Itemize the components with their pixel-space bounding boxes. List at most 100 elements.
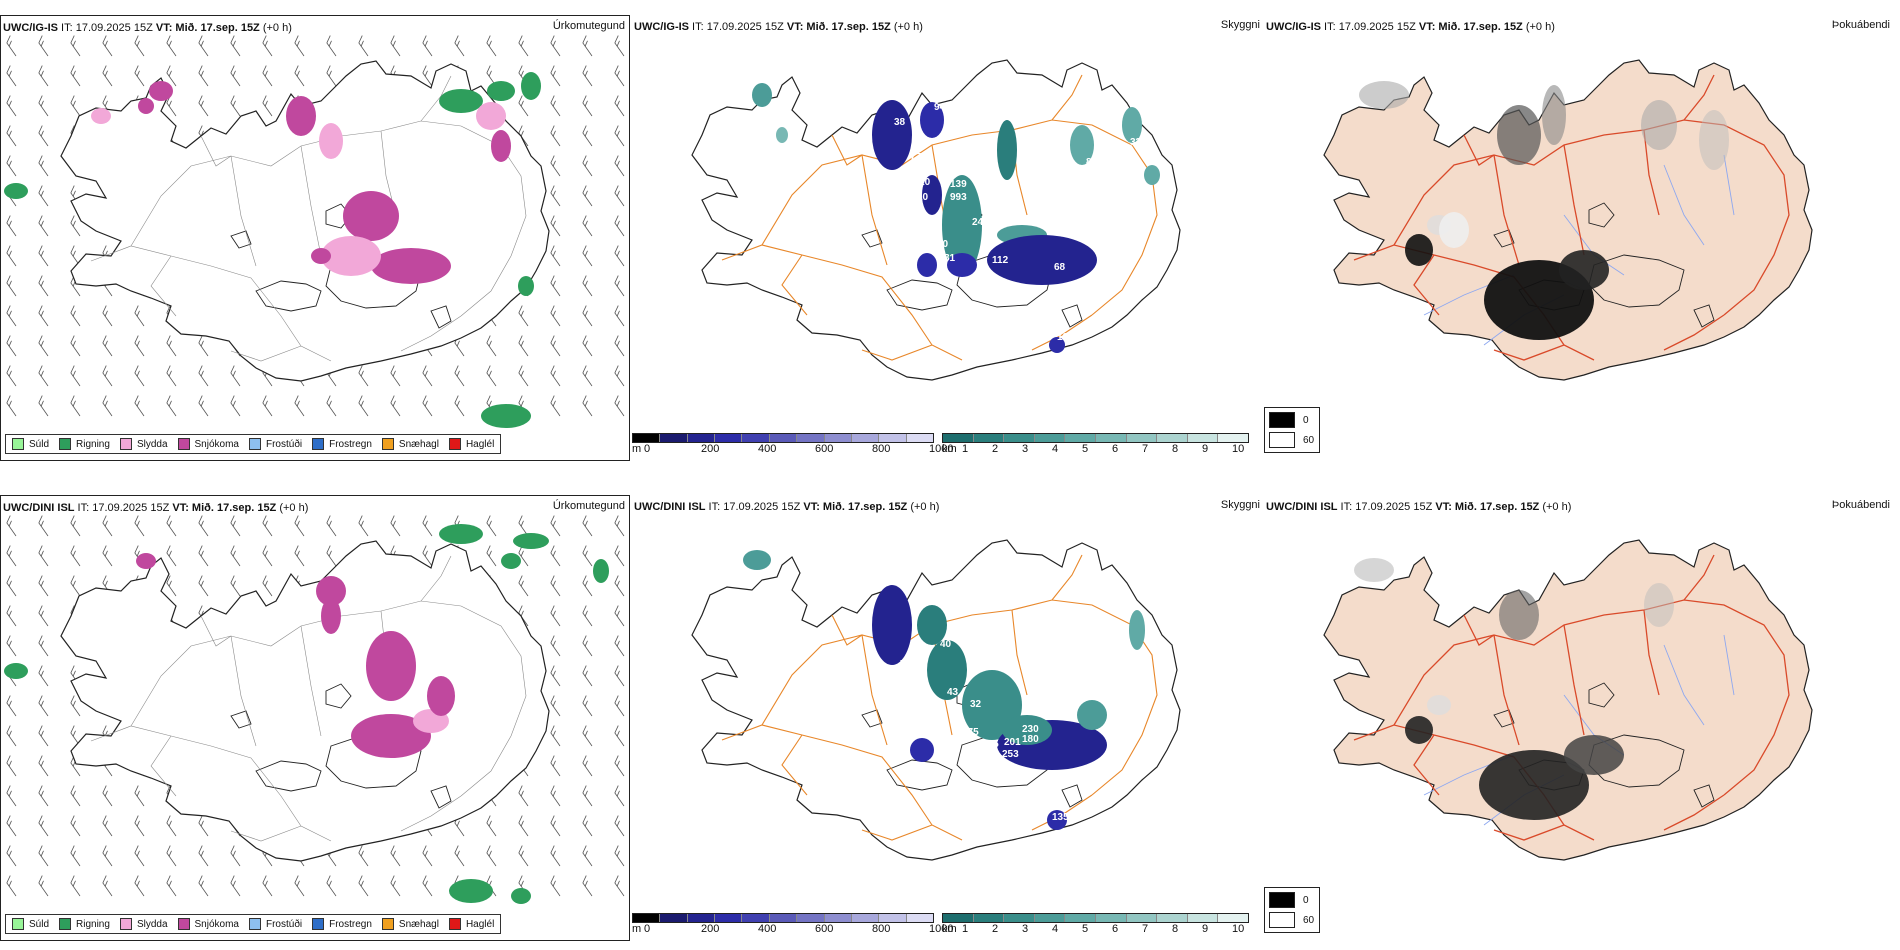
colorbar-bin xyxy=(769,434,798,442)
panel-title: Skyggni xyxy=(1220,499,1260,511)
ceiling-value-label: 180 xyxy=(1022,734,1039,745)
legend-label: Snæhagl xyxy=(398,438,439,450)
iceland-coastline xyxy=(60,540,550,862)
ceiling-colorbar-2: m 0 200 400 600 800 1000 xyxy=(632,913,953,937)
legend-item: Snjókoma xyxy=(177,918,239,930)
colorbar-tick: 5 xyxy=(1082,923,1089,935)
legend-label: Snjókoma xyxy=(194,438,239,450)
ceiling-value-label: 77 xyxy=(744,82,756,93)
colorbar-bin xyxy=(1034,914,1066,922)
colorbar-tick: 4 xyxy=(1052,443,1059,455)
colorbar-tick: 8 xyxy=(1172,443,1179,455)
colorbar-bin xyxy=(1004,434,1035,442)
colorbar-bin xyxy=(715,914,743,922)
legend-label: Súld xyxy=(29,438,50,450)
legend-label: Snjókoma xyxy=(194,918,239,930)
legend-item: Rigning xyxy=(59,918,110,930)
fog-map-2 xyxy=(1323,539,1813,861)
fog-legend-swatch xyxy=(1269,432,1295,448)
ceiling-value-label: 84 xyxy=(1112,735,1124,746)
colorbar-unit: m xyxy=(632,923,642,935)
ceiling-value-label: 275 xyxy=(962,727,979,738)
ceiling-value-label: 993 xyxy=(950,192,967,203)
colorbar-tick: 1000 xyxy=(929,443,954,455)
legend-item: Snjókoma xyxy=(177,438,239,450)
colorbar-bin xyxy=(943,914,974,922)
colorbar-tick: 9 xyxy=(1202,923,1209,935)
colorbar-scale xyxy=(632,433,934,443)
colorbar-tick: 10 xyxy=(1232,923,1245,935)
panel-header: UWC/IG-IS IT: 17.09.2025 15Z VT: Mið. 17… xyxy=(634,21,1260,33)
legend-item: Frostúði xyxy=(248,918,303,930)
colorbar-unit: km xyxy=(942,443,957,455)
legend-item: Rigning xyxy=(59,438,110,450)
colorbar-bin xyxy=(797,914,825,922)
colorbar-bin xyxy=(1126,914,1158,922)
fog-legend-item: 0 xyxy=(1269,892,1309,908)
colorbar-bin xyxy=(1218,434,1248,442)
colorbar-bin xyxy=(1065,914,1096,922)
init-time: IT: 17.09.2025 15Z xyxy=(1337,501,1436,513)
colorbar-tick: 2 xyxy=(992,443,999,455)
colorbar-tick: 0 xyxy=(644,443,651,455)
colorbar-tick: 800 xyxy=(872,443,891,455)
ceiling-value-label: 201 xyxy=(1004,737,1021,748)
ceiling-value-label: 139 xyxy=(950,179,967,190)
colorbar-bin xyxy=(1004,914,1035,922)
fog-legend-swatch xyxy=(1269,412,1295,428)
legend-swatch xyxy=(59,918,72,930)
colorbar-bin xyxy=(973,434,1005,442)
ceiling-value-label: 40 xyxy=(940,639,952,650)
ceiling-value-label: 65 xyxy=(1112,265,1124,276)
legend-label: Frostúði xyxy=(265,918,303,930)
fog-legend-swatch xyxy=(1269,892,1295,908)
legend-swatch xyxy=(12,438,24,450)
ceiling-value-label: 112 xyxy=(992,255,1009,266)
colorbar-tick: 800 xyxy=(872,923,891,935)
ceiling-value-label: 102 xyxy=(894,729,911,740)
legend-item: Frostregn xyxy=(312,918,372,930)
fog-panel-1: UWC/IG-IS IT: 17.09.2025 15Z VT: Mið. 17… xyxy=(1264,15,1894,461)
model-name: UWC/IG-IS xyxy=(1266,21,1321,33)
valid-time: VT: Mið. 17.sep. 15Z xyxy=(172,502,277,514)
model-name: UWC/DINI ISL xyxy=(3,502,75,514)
colorbar-tick: 9 xyxy=(1202,443,1209,455)
colorbar-tick: 4 xyxy=(1052,923,1059,935)
fog-legend-item: 60 xyxy=(1269,912,1314,928)
legend-item: Slydda xyxy=(119,438,168,450)
ceiling-value-label: 81 xyxy=(944,253,956,264)
precip-type-panel-2: UWC/DINI ISL IT: 17.09.2025 15Z VT: Mið.… xyxy=(0,495,630,941)
ceiling-value-label: 77 xyxy=(910,152,922,163)
legend-item: Súld xyxy=(12,918,49,930)
legend-label: Snæhagl xyxy=(398,918,439,930)
colorbar-tick: 6 xyxy=(1112,923,1119,935)
precip-map-2 xyxy=(4,515,625,904)
legend-label: Rigning xyxy=(76,438,110,450)
fog-legend-label: 0 xyxy=(1303,414,1309,426)
panel-header: UWC/DINI ISL IT: 17.09.2025 15Z VT: Mið.… xyxy=(634,501,1260,513)
valid-time: VT: Mið. 17.sep. 15Z xyxy=(786,21,891,33)
legend-label: Slydda xyxy=(136,918,168,930)
colorbar-bin xyxy=(715,434,743,442)
ceiling-value-label: 38 xyxy=(894,117,906,128)
valid-time: VT: Mið. 17.sep. 15Z xyxy=(803,501,908,513)
legend-swatch xyxy=(248,918,261,930)
colorbar-unit: km xyxy=(942,923,957,935)
colorbar-bin xyxy=(906,434,933,442)
colorbar-tick: 600 xyxy=(815,923,834,935)
fog-legend-item: 60 xyxy=(1269,432,1314,448)
valid-time: VT: Mið. 17.sep. 15Z xyxy=(155,22,260,34)
colorbar-tick: 5 xyxy=(1082,443,1089,455)
colorbar-tick: 3 xyxy=(1022,443,1029,455)
precip-type-panel-1: UWC/IG-IS IT: 17.09.2025 15Z VT: Mið. 17… xyxy=(0,15,630,461)
fog-legend-2: 0 60 xyxy=(1264,887,1320,933)
colorbar-bin xyxy=(1126,434,1158,442)
colorbar-tick: 1 xyxy=(962,923,969,935)
ceiling-colorbar-1: m 0 200 400 600 800 1000 xyxy=(632,433,953,457)
colorbar-bin xyxy=(879,914,907,922)
colorbar-bin xyxy=(742,434,770,442)
legend-label: Slydda xyxy=(136,438,168,450)
legend-label: Súld xyxy=(29,918,50,930)
colorbar-bin xyxy=(633,434,661,442)
